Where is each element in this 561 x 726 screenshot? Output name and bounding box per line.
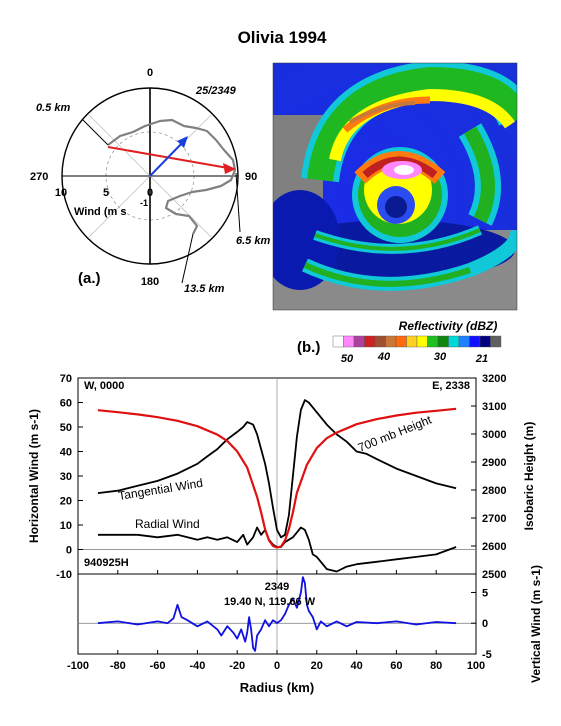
main-chart: -100102030405060702500260027002800290030… <box>27 373 536 654</box>
lower-annotation-time: 2349 <box>265 581 289 593</box>
series-label-radial: Radial Wind <box>135 517 200 531</box>
colorbar-swatch <box>427 335 439 348</box>
x-tick-label: 100 <box>467 660 485 672</box>
colorbar-swatch <box>385 335 397 348</box>
y2-tick-label: 3100 <box>482 401 506 413</box>
wind-label: Wind (m s <box>74 206 126 218</box>
series-vertical-wind <box>97 576 457 652</box>
series-700-mb-height <box>97 407 457 549</box>
y-tick-label: 50 <box>60 422 72 434</box>
y-tick-label: 20 <box>60 496 72 508</box>
leader-135km <box>181 233 194 284</box>
y-tick-label: 10 <box>60 520 72 532</box>
colorbar-swatch <box>332 335 344 348</box>
hodograph-trace <box>107 118 237 235</box>
x-tick-label: -60 <box>150 660 166 672</box>
colorbar-swatch <box>364 335 376 348</box>
colorbar-tick-50: 50 <box>341 353 354 365</box>
compass-west: 270 <box>30 171 48 183</box>
colorbar-swatch <box>458 335 470 348</box>
colorbar-swatch <box>374 335 386 348</box>
colorbar-swatches <box>332 335 502 348</box>
leader-65km <box>235 172 241 233</box>
x-tick-label: 0 <box>274 660 280 672</box>
colorbar-tick-40: 40 <box>377 351 391 363</box>
mean-wind-arrowhead <box>177 136 188 148</box>
y2-tick-label: 2900 <box>482 457 506 469</box>
colorbar-tick-21: 21 <box>475 353 488 365</box>
y2-tick-label: 2800 <box>482 485 506 497</box>
x-tick-label: 60 <box>390 660 402 672</box>
lower-y-tick-label: 0 <box>482 618 488 630</box>
annotation-west: W, 0000 <box>84 380 124 392</box>
y2-tick-label: 3000 <box>482 429 506 441</box>
ring-label-neg: -1 <box>140 198 148 208</box>
ring-label-0: 0 <box>147 187 153 199</box>
x-tick-label: 80 <box>430 660 442 672</box>
annotation-flight: 940925H <box>84 557 129 569</box>
y-tick-label: 0 <box>66 545 72 557</box>
y-axis-title-right: Isobaric Height (m) <box>522 422 536 531</box>
y-tick-label: 30 <box>60 471 72 483</box>
panel-a-label: (a.) <box>78 270 101 287</box>
colorbar-swatch <box>395 335 407 348</box>
colorbar-swatch <box>469 335 481 348</box>
lower-annotation-position: 19.40 N, 119.66 W <box>224 596 316 608</box>
height-05km: 0.5 km <box>36 102 70 114</box>
obs-time: 25/2349 <box>195 85 237 97</box>
colorbar-swatch <box>343 335 355 348</box>
colorbar-swatch <box>416 335 428 348</box>
lower-y-tick-label: -5 <box>482 649 492 661</box>
y2-tick-label: 2500 <box>482 569 506 581</box>
compass-east: 90 <box>245 171 257 183</box>
figure-title: Olivia 1994 <box>238 28 327 47</box>
x-tick-label: 40 <box>350 660 362 672</box>
colorbar-swatch <box>353 335 365 348</box>
vertical-wind-chart: 5 0 -5 -100 -80 -60 -40 -20 0 20 40 60 80 100 2349 19… <box>67 565 543 695</box>
polar-hodograph: 0 90 180 270 10 5 0 -1 Wind (m s 25/2349… <box>30 67 270 295</box>
compass-south: 180 <box>141 276 159 288</box>
y-axis-title-left: Horizontal Wind (m s-1) <box>27 409 41 543</box>
y-tick-label: 60 <box>60 398 72 410</box>
ring-label-5: 5 <box>103 187 109 199</box>
compass-north: 0 <box>147 67 153 79</box>
annotation-east: E, 2338 <box>432 380 470 392</box>
y-tick-label: -10 <box>56 569 72 581</box>
shear-arrowhead <box>223 163 236 174</box>
x-axis-title: Radius (km) <box>240 680 314 695</box>
colorbar-title: Reflectivity (dBZ) <box>399 319 498 333</box>
y2-tick-label: 3200 <box>482 373 506 385</box>
x-tick-label: 20 <box>311 660 323 672</box>
ring-label-10: 10 <box>55 187 67 199</box>
colorbar-swatch <box>437 335 449 348</box>
x-tick-label: -100 <box>67 660 89 672</box>
y-tick-label: 70 <box>60 373 72 385</box>
x-tick-label: -80 <box>110 660 126 672</box>
colorbar-swatch <box>448 335 460 348</box>
lower-y-tick-label: 5 <box>482 587 488 599</box>
leader-05km <box>81 118 109 146</box>
y2-tick-label: 2700 <box>482 513 506 525</box>
y-axis-title-lower: Vertical Wind (m s-1) <box>529 565 543 683</box>
height-65km: 6.5 km <box>236 235 270 247</box>
series-label-height: 700 mb Height <box>356 412 434 454</box>
height-135km: 13.5 km <box>184 283 225 295</box>
mean-wind-vector <box>149 140 185 177</box>
series-tangential-wind <box>97 399 457 539</box>
panel-b-label: (b.) <box>297 339 320 356</box>
colorbar-tick-30: 30 <box>434 351 447 363</box>
colorbar-swatch <box>406 335 418 348</box>
y2-tick-label: 2600 <box>482 541 506 553</box>
colorbar-swatch <box>479 335 491 348</box>
x-tick-label: -40 <box>189 660 205 672</box>
colorbar-swatch <box>490 335 502 348</box>
x-tick-label: -20 <box>229 660 245 672</box>
radar-image <box>272 62 518 311</box>
reflectivity-colorbar: Reflectivity (dBZ) 50 40 30 21 (b.) <box>297 319 502 365</box>
radar-frame <box>272 62 518 311</box>
y-tick-label: 40 <box>60 447 72 459</box>
